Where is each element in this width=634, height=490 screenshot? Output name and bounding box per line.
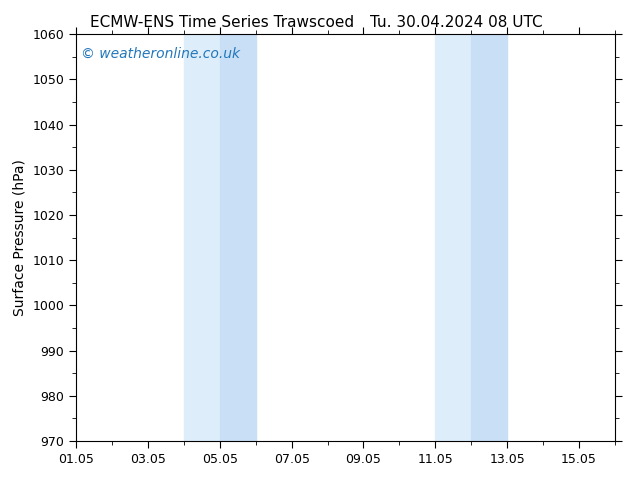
Bar: [471, 34, 507, 441]
Bar: [436, 34, 471, 441]
Text: ECMW-ENS Time Series Trawscoed: ECMW-ENS Time Series Trawscoed: [90, 15, 354, 30]
Y-axis label: Surface Pressure (hPa): Surface Pressure (hPa): [13, 159, 27, 316]
Text: © weatheronline.co.uk: © weatheronline.co.uk: [81, 47, 240, 60]
Bar: [184, 34, 220, 441]
Bar: [220, 34, 256, 441]
Text: Tu. 30.04.2024 08 UTC: Tu. 30.04.2024 08 UTC: [370, 15, 543, 30]
